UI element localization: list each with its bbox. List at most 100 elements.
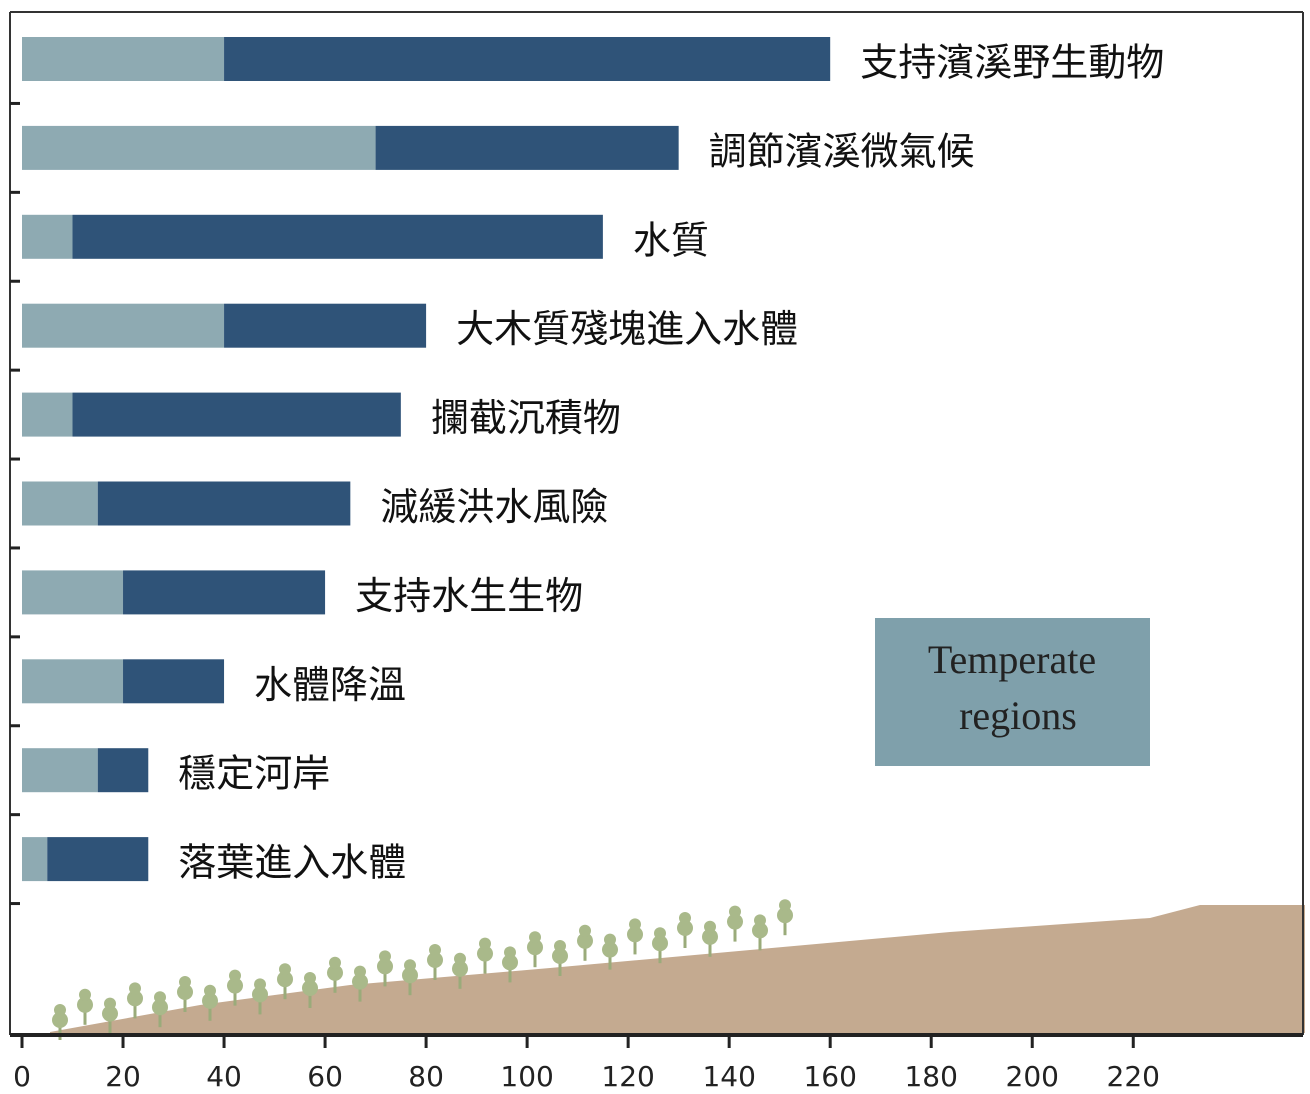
bar-segment <box>22 214 73 259</box>
tree-crown <box>752 922 768 939</box>
bar-segment <box>22 481 98 526</box>
annotation-box <box>875 618 1150 766</box>
terrain <box>50 905 1305 1033</box>
bar-segment <box>123 570 326 615</box>
tree-crown <box>702 928 718 945</box>
category-label: 水體降溫 <box>254 663 406 707</box>
tree-crown <box>302 980 318 996</box>
tree-crown <box>502 954 518 971</box>
tree-crown <box>727 913 743 930</box>
tree-crown <box>479 937 491 950</box>
bar-segment <box>22 303 225 348</box>
tree-crown <box>779 899 791 912</box>
tree-crown <box>252 986 268 1003</box>
tree-crown <box>129 982 141 995</box>
tree-crown <box>102 1005 118 1022</box>
bar-segment <box>47 837 149 882</box>
tree-crown <box>704 920 716 933</box>
bar-segment <box>72 214 603 259</box>
bar-segment <box>22 392 73 437</box>
tree-crown <box>504 946 516 959</box>
tree-crown <box>552 948 568 964</box>
tree-crown <box>52 1012 68 1028</box>
tree-crown <box>227 977 243 994</box>
category-label: 落葉進入水體 <box>178 841 406 885</box>
tree-crown <box>627 926 643 943</box>
tree-crown <box>579 924 591 937</box>
tree-crown <box>754 914 766 927</box>
category-label: 攔截沉積物 <box>431 396 621 440</box>
tree-crown <box>677 920 693 936</box>
category-label: 水質 <box>633 218 709 262</box>
tree-crown <box>379 950 391 963</box>
tree-crown <box>377 958 393 975</box>
tree-crown <box>652 935 668 952</box>
tree-crown <box>79 988 91 1001</box>
bar-segment <box>123 659 225 704</box>
tree-crown <box>279 963 291 976</box>
bar-segment <box>22 125 376 170</box>
bar-segment <box>22 837 48 882</box>
bar-segment <box>22 37 225 81</box>
tree-crown <box>604 933 616 946</box>
tree-crown <box>679 912 691 924</box>
tree-crown <box>202 992 218 1009</box>
x-tick-label: 0 <box>13 1060 31 1093</box>
trees <box>52 899 793 1040</box>
tree-crown <box>527 939 543 956</box>
tree-crown <box>452 960 468 977</box>
tree-crown <box>402 967 418 984</box>
x-tick-label: 220 <box>1107 1060 1160 1093</box>
bar-segment <box>22 570 124 615</box>
x-tick-label: 40 <box>206 1060 242 1093</box>
tree-crown <box>427 952 443 968</box>
category-label: 支持水生生物 <box>355 574 583 618</box>
x-tick-label: 60 <box>307 1060 343 1093</box>
tree-crown <box>429 944 441 956</box>
tree-crown <box>304 972 316 984</box>
category-label: 支持濱溪野生動物 <box>860 41 1164 85</box>
x-tick-label: 180 <box>904 1060 957 1093</box>
category-label: 大木質殘塊進入水體 <box>456 307 798 351</box>
tree-crown <box>329 956 341 969</box>
tree-crown <box>454 952 466 965</box>
tree-crown <box>654 927 666 940</box>
tree-crown <box>554 940 566 952</box>
tree-crown <box>254 978 266 991</box>
tree-crown <box>154 991 166 1004</box>
tree-crown <box>104 997 116 1010</box>
tree-crown <box>629 918 641 931</box>
tree-crown <box>777 907 793 924</box>
tree-crown <box>354 965 366 978</box>
tree-crown <box>229 969 241 982</box>
x-tick-label: 20 <box>105 1060 141 1093</box>
bar-segment <box>97 481 351 526</box>
category-label: 減緩洪水風險 <box>380 485 608 529</box>
tree-crown <box>529 931 541 944</box>
tree-crown <box>152 999 168 1016</box>
x-tick-label: 200 <box>1006 1060 1059 1093</box>
tree-crown <box>77 996 93 1013</box>
bar-segment <box>22 748 98 793</box>
tree-crown <box>179 976 191 988</box>
x-tick-label: 100 <box>500 1060 553 1093</box>
tree-crown <box>602 941 618 958</box>
x-tick-label: 140 <box>702 1060 755 1093</box>
bar-segment <box>22 659 124 704</box>
tree-crown <box>327 964 343 981</box>
tree-crown <box>54 1004 66 1016</box>
tree-crown <box>127 990 143 1007</box>
x-tick-label: 160 <box>803 1060 856 1093</box>
category-label: 穩定河岸 <box>178 752 330 796</box>
tree-crown <box>477 945 493 962</box>
tree-crown <box>177 984 193 1000</box>
annotation: Temperate <box>928 637 1096 682</box>
tree-crown <box>404 959 416 972</box>
bar-segment <box>224 303 427 348</box>
bar-segment <box>375 125 679 170</box>
tree-crown <box>729 905 741 918</box>
tree-crown <box>204 984 216 997</box>
